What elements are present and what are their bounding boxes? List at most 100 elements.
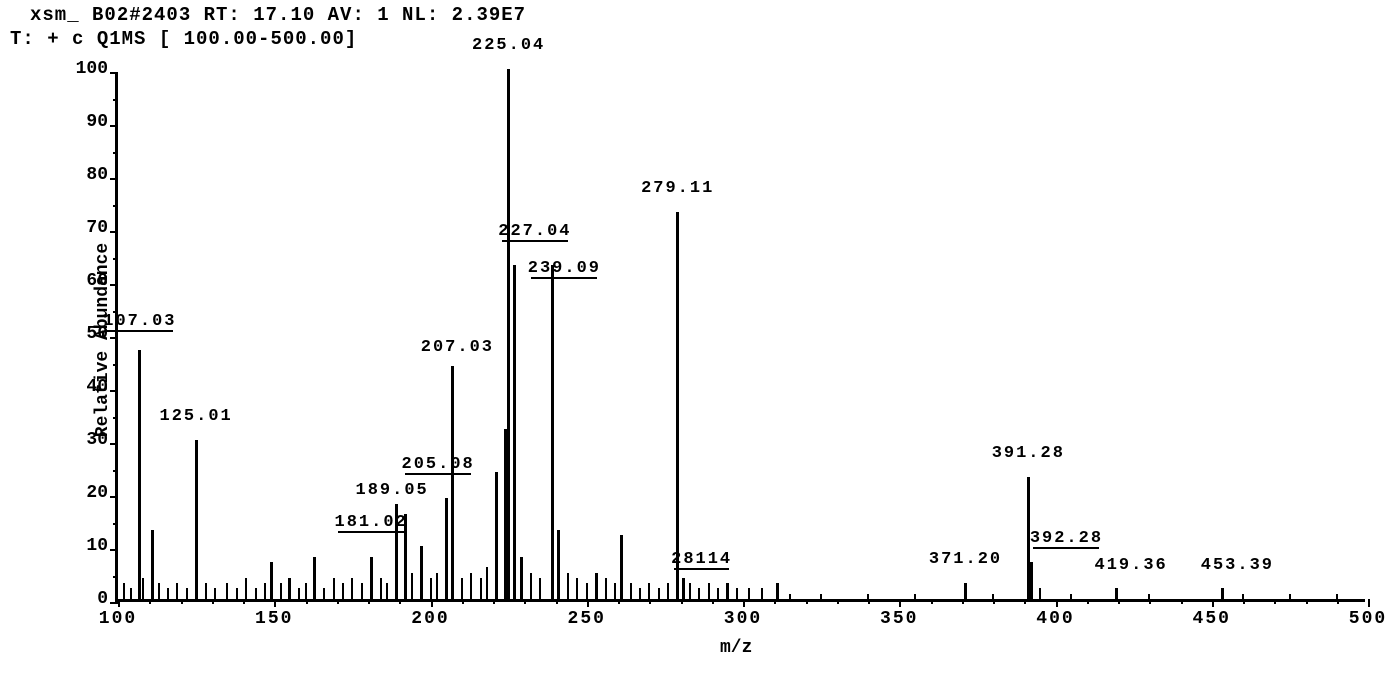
xtick-minor	[181, 599, 183, 604]
ytick-minor	[113, 576, 118, 578]
peak-bar	[1221, 588, 1224, 599]
noise-bar	[142, 578, 144, 599]
peak-bar	[370, 557, 373, 599]
noise-bar	[992, 594, 994, 599]
peak-label: 279.11	[641, 179, 714, 198]
xtick-minor	[149, 599, 151, 604]
peak-bar	[507, 69, 510, 599]
xtick-minor	[868, 599, 870, 604]
noise-bar	[386, 583, 388, 599]
peak-bar	[195, 440, 198, 599]
peak-label-underline	[502, 240, 568, 242]
ytick-label: 90	[86, 112, 118, 132]
xtick-minor	[618, 599, 620, 604]
xtick-minor	[1024, 599, 1026, 604]
noise-bar	[748, 588, 750, 599]
xtick-minor	[556, 599, 558, 604]
noise-bar	[130, 588, 132, 599]
ytick-mark	[110, 390, 118, 392]
xtick-minor	[806, 599, 808, 604]
ytick-mark	[110, 178, 118, 180]
ytick-mark	[110, 496, 118, 498]
peak-label: 227.04	[498, 222, 571, 241]
noise-bar	[567, 573, 569, 600]
peak-bar	[404, 514, 407, 599]
peak-bar	[1115, 588, 1118, 599]
noise-bar	[667, 583, 669, 599]
peak-label: 225.04	[472, 36, 545, 55]
peak-bar	[551, 265, 554, 599]
xtick-minor	[1181, 599, 1183, 604]
ytick-mark	[110, 443, 118, 445]
xtick-minor	[212, 599, 214, 604]
noise-bar	[158, 583, 160, 599]
noise-bar	[351, 578, 353, 599]
ytick-minor	[113, 99, 118, 101]
peak-bar	[445, 498, 448, 599]
xtick-minor	[1087, 599, 1089, 604]
xtick-minor	[399, 599, 401, 604]
noise-bar	[658, 588, 660, 599]
xtick-mark	[743, 599, 745, 607]
xtick-minor	[462, 599, 464, 604]
header-line-1: xsm_ B02#2403 RT: 17.10 AV: 1 NL: 2.39E7	[30, 4, 526, 26]
peak-bar	[420, 546, 423, 599]
noise-bar	[717, 588, 719, 599]
ytick-mark	[110, 72, 118, 74]
peak-label: 371.20	[929, 550, 1002, 569]
noise-bar	[605, 578, 607, 599]
noise-bar	[176, 583, 178, 599]
noise-bar	[530, 573, 532, 600]
ytick-minor	[113, 258, 118, 260]
xtick-minor	[931, 599, 933, 604]
noise-bar	[167, 588, 169, 599]
xtick-minor	[962, 599, 964, 604]
peak-label: 419.36	[1095, 556, 1168, 575]
xtick-mark	[899, 599, 901, 607]
noise-bar	[639, 588, 641, 599]
ytick-label: 30	[86, 430, 118, 450]
peak-bar	[676, 212, 679, 599]
peak-bar	[151, 530, 154, 599]
noise-bar	[1289, 594, 1291, 599]
noise-bar	[1148, 594, 1150, 599]
xtick-minor	[337, 599, 339, 604]
peak-bar	[726, 583, 729, 599]
xtick-mark	[1212, 599, 1214, 607]
noise-bar	[486, 567, 488, 599]
noise-bar	[630, 583, 632, 599]
x-axis-label: m/z	[720, 638, 752, 658]
xtick-minor	[306, 599, 308, 604]
noise-bar	[342, 583, 344, 599]
peak-bar	[138, 350, 141, 599]
noise-bar	[736, 588, 738, 599]
peak-bar	[620, 535, 623, 599]
noise-bar	[411, 573, 413, 600]
noise-bar	[430, 578, 432, 599]
xtick-minor	[774, 599, 776, 604]
xtick-minor	[1274, 599, 1276, 604]
noise-bar	[255, 588, 257, 599]
peak-bar	[495, 472, 498, 599]
ytick-label: 10	[86, 536, 118, 556]
noise-bar	[214, 588, 216, 599]
noise-bar	[761, 588, 763, 599]
peak-label-underline	[107, 330, 173, 332]
noise-bar	[1070, 594, 1072, 599]
peak-bar	[451, 366, 454, 599]
peak-bar	[595, 573, 598, 600]
noise-bar	[480, 578, 482, 599]
peak-bar	[776, 583, 779, 599]
xtick-minor	[1149, 599, 1151, 604]
peak-label: 391.28	[992, 444, 1065, 463]
peak-label: 107.03	[103, 312, 176, 331]
xtick-minor	[681, 599, 683, 604]
peak-label: 205.08	[402, 455, 475, 474]
noise-bar	[264, 583, 266, 599]
xtick-minor	[1337, 599, 1339, 604]
noise-bar	[614, 583, 616, 599]
ytick-minor	[113, 470, 118, 472]
peak-label: 207.03	[421, 338, 494, 357]
peak-label-underline	[674, 568, 729, 570]
peak-label: 28114	[671, 550, 732, 569]
